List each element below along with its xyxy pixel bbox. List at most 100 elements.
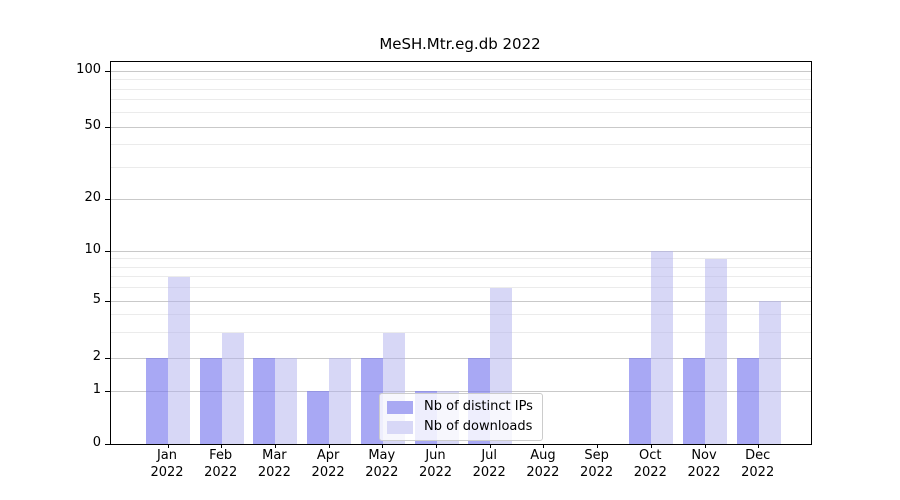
y-tick-label: 10 [84,242,101,257]
x-tick-label-month: Sep [584,448,609,463]
bar-distinct-ips-feb [199,358,222,444]
bar-distinct-ips-jan [146,358,168,444]
x-tick [436,444,437,448]
x-tick-label-month: Feb [209,448,233,463]
y-tick-label: 1 [92,382,101,397]
legend-swatch-downloads [387,420,413,434]
x-tick [650,444,652,448]
legend-label-downloads: Nb of downloads [424,419,533,434]
y-tick [105,443,110,445]
x-tick-label-month: Jun [425,448,446,463]
x-tick-label-year: 2022 [311,465,345,480]
bar-downloads-nov [705,258,727,444]
x-tick-label-month: Jan [156,448,178,463]
x-tick [382,444,384,448]
x-tick-label-month: Nov [691,448,717,463]
x-tick [597,444,599,448]
x-tick-label-year: 2022 [526,465,560,480]
bar-distinct-ips-apr [307,391,330,444]
x-tick-label-year: 2022 [150,465,184,480]
bar-distinct-ips-may [360,358,383,444]
bar-downloads-jan [168,276,190,444]
x-tick [328,444,330,448]
y-tick [105,70,110,72]
y-tick [105,198,110,200]
x-tick-label-year: 2022 [204,465,238,480]
gridline-major [111,357,811,359]
gridline-major [111,126,811,128]
y-tick [105,300,110,302]
y-tick-label: 2 [92,349,101,364]
gridline-minor [111,258,811,260]
x-tick-label-year: 2022 [633,465,667,480]
gridline-minor [111,276,811,278]
x-tick-label-month: Apr [316,448,340,463]
x-tick-label-year: 2022 [365,465,399,480]
plot-area: Nb of distinct IPs Nb of downloads [105,61,812,448]
x-tick-label: Nov 2022 [669,447,739,481]
gridline-minor [111,99,811,101]
x-tick-label-year: 2022 [472,465,506,480]
y-tick [105,390,110,392]
gridline-minor [111,88,811,90]
x-tick-label: Dec 2022 [723,447,793,481]
bar-downloads-oct [651,251,674,444]
x-tick [704,444,706,448]
gridline-minor [111,266,811,268]
x-tick [543,444,545,448]
legend-item-downloads: Nb of downloads [387,420,533,434]
x-tick-label: Jan 2022 [132,447,202,481]
x-tick-label: Apr 2022 [293,447,363,481]
y-tick-label: 50 [84,118,101,133]
y-tick-label: 0 [92,435,101,450]
x-tick [489,444,491,448]
gridline-minor [111,287,811,289]
gridline-major [111,198,811,200]
gridline-minor [111,332,811,334]
x-tick-label-year: 2022 [580,465,614,480]
y-tick [105,357,110,359]
bar-distinct-ips-mar [253,358,276,444]
x-tick-label: Oct 2022 [615,447,685,481]
bar-downloads-feb [221,332,244,444]
x-tick-label-year: 2022 [257,465,291,480]
x-tick-label-year: 2022 [687,465,721,480]
x-tick-label-month: Jul [481,448,498,463]
x-tick-label: Aug 2022 [508,447,578,481]
x-tick-label-month: Mar [262,448,287,463]
x-tick-label-month: Oct [639,448,662,463]
gridline-minor [111,314,811,316]
x-tick-label: May 2022 [347,447,417,481]
legend: Nb of distinct IPs Nb of downloads [379,393,543,441]
x-tick-label-year: 2022 [418,465,453,480]
gridline-major [111,390,811,392]
bar-downloads-dec [758,301,781,444]
x-tick-label-month: May [368,448,396,463]
x-tick [167,444,169,448]
gridline-major [111,70,811,72]
x-tick-label: Jul 2022 [454,447,524,481]
x-tick-label: Feb 2022 [186,447,256,481]
gridline-major [111,250,811,252]
x-tick-label: Jun 2022 [401,447,471,481]
x-tick [274,444,276,448]
x-tick-label-year: 2022 [741,465,775,480]
x-tick-label: Sep 2022 [562,447,632,481]
chart-title: MeSH.Mtr.eg.db 2022 [379,35,541,53]
legend-label-distinct-ips: Nb of distinct IPs [424,399,533,414]
x-tick-label-month: Dec [745,448,771,463]
x-tick-label: Mar 2022 [239,447,309,481]
x-tick [758,444,760,448]
y-tick-label: 5 [92,292,101,307]
gridline-minor [111,79,811,80]
gridline-minor [111,111,811,113]
y-tick-label: 20 [84,190,101,205]
gridline-minor [111,166,811,168]
legend-item-distinct-ips: Nb of distinct IPs [387,400,533,414]
y-tick-label: 100 [76,62,101,77]
bar-distinct-ips-oct [629,358,652,444]
legend-swatch-distinct-ips [387,400,413,414]
x-tick-label-month: Aug [530,448,556,463]
bar-downloads-mar [275,358,298,444]
